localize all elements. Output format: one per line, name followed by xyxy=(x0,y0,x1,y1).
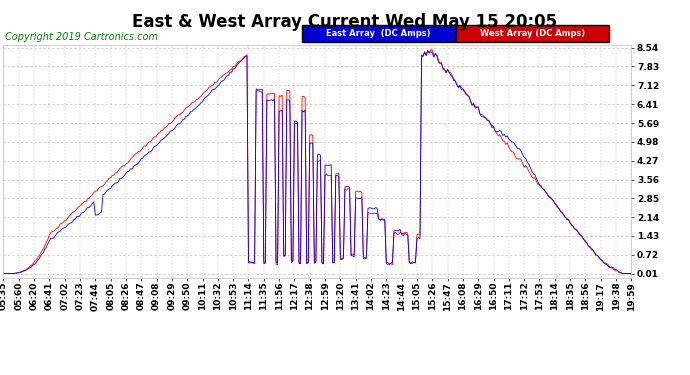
Text: Copyright 2019 Cartronics.com: Copyright 2019 Cartronics.com xyxy=(5,32,158,42)
Text: East Array  (DC Amps): East Array (DC Amps) xyxy=(326,29,431,38)
FancyBboxPatch shape xyxy=(302,25,455,42)
Text: East & West Array Current Wed May 15 20:05: East & West Array Current Wed May 15 20:… xyxy=(132,13,558,31)
Text: West Array (DC Amps): West Array (DC Amps) xyxy=(480,29,585,38)
FancyBboxPatch shape xyxy=(455,25,609,42)
